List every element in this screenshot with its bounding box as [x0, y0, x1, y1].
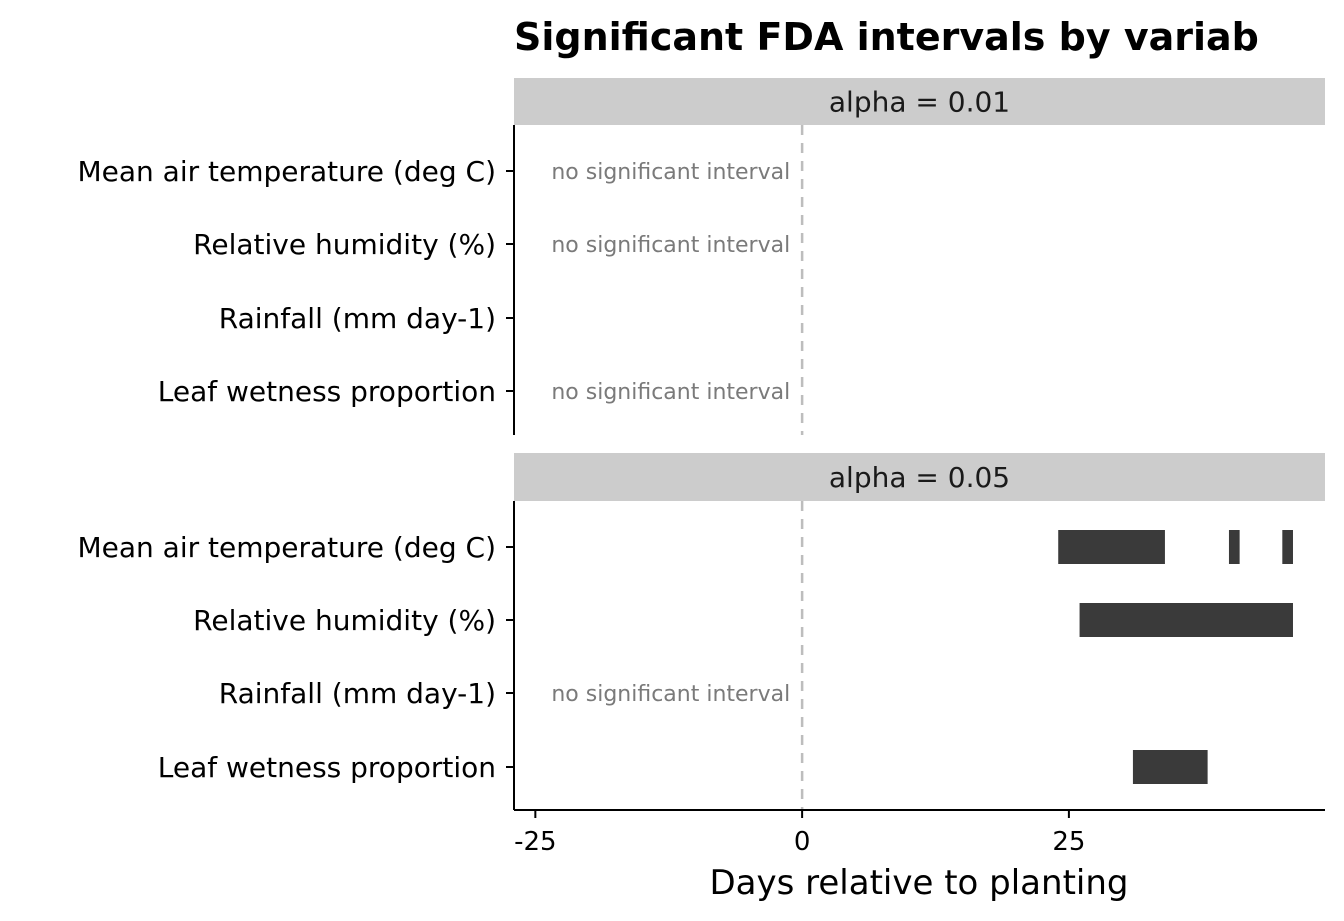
facet-strip-label: alpha = 0.01: [829, 86, 1010, 119]
no-significant-label: no significant interval: [551, 160, 790, 185]
interval-bar: [1282, 530, 1293, 564]
panels: alpha = 0.01 Mean air temperature (deg C)…: [77, 78, 1325, 810]
x-axis: -25 0 25: [514, 809, 1325, 857]
facet-panel: alpha = 0.01 Mean air temperature (deg C)…: [77, 78, 1325, 435]
interval-bar: [1058, 530, 1165, 564]
y-tick-label: Mean air temperature (deg C): [77, 155, 496, 188]
no-significant-label: no significant interval: [551, 380, 790, 405]
x-tick-label: 0: [794, 827, 811, 857]
interval-bar: [1132, 750, 1208, 784]
y-tick-label: Leaf wetness proportion: [158, 375, 496, 408]
x-tick-label: -25: [514, 827, 556, 857]
y-tick-label: Rainfall (mm day-1): [219, 677, 496, 710]
facet-strip-label: alpha = 0.05: [829, 461, 1010, 494]
facet-panel: alpha = 0.05 Mean air temperature (deg C)…: [77, 453, 1325, 810]
y-tick-label: Relative humidity (%): [193, 228, 496, 261]
facet-strip: [514, 78, 1325, 125]
no-significant-label: no significant interval: [551, 233, 790, 258]
x-tick-label: 25: [1052, 827, 1085, 857]
chart-title: Significant FDA intervals by variab: [514, 15, 1259, 59]
y-tick-label: Mean air temperature (deg C): [77, 531, 496, 564]
y-tick-label: Relative humidity (%): [193, 604, 496, 637]
y-tick-label: Leaf wetness proportion: [158, 751, 496, 784]
interval-bar: [1079, 603, 1293, 637]
interval-bar: [1228, 530, 1240, 564]
facet-strip: [514, 453, 1325, 501]
y-tick-label: Rainfall (mm day-1): [219, 302, 496, 335]
x-axis-title: Days relative to planting: [710, 863, 1129, 903]
no-significant-label: no significant interval: [551, 682, 790, 707]
